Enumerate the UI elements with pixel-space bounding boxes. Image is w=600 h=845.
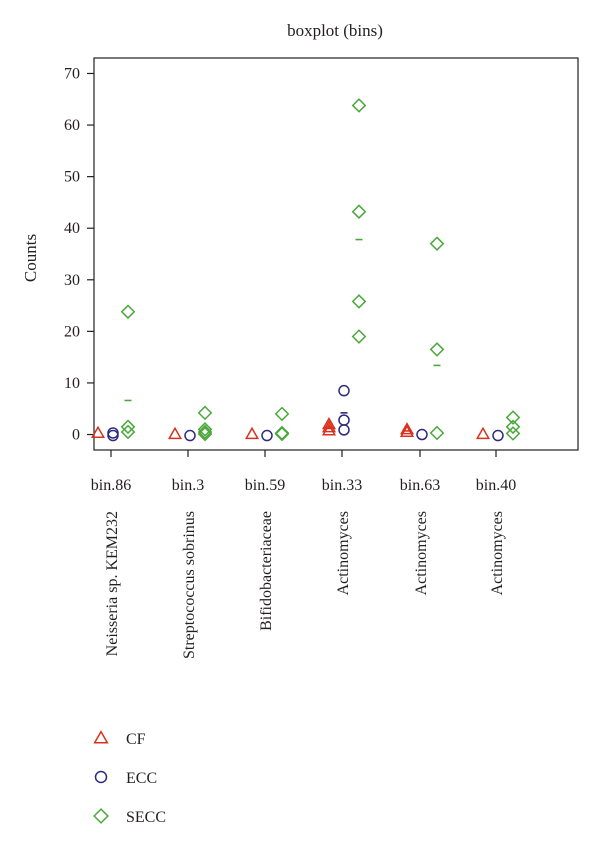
data-point	[351, 294, 367, 309]
series-ecc	[107, 384, 504, 442]
legend-symbol-ecc	[94, 770, 108, 784]
data-point	[429, 342, 445, 357]
data-point	[505, 419, 521, 435]
data-point	[505, 410, 521, 425]
data-point	[244, 426, 260, 440]
data-point	[505, 426, 521, 441]
data-point	[197, 422, 213, 437]
x-tick-label: bin.86	[91, 477, 131, 494]
data-point	[120, 419, 136, 435]
y-tick-label: 20	[64, 323, 80, 340]
taxon-label: Actinomyces	[489, 511, 506, 595]
x-axis: bin.86 Neisseria sp. KEM232 bin.3 Streptoco…	[91, 450, 516, 659]
taxon-label: Neisseria sp. KEM232	[104, 511, 121, 656]
data-point	[120, 424, 136, 440]
x-tick-label: bin.3	[172, 477, 204, 494]
data-point	[475, 426, 491, 440]
y-axis: 0 10 20 30 40 50 60 70	[64, 65, 94, 444]
taxon-label: Actinomyces	[335, 511, 352, 595]
data-point	[338, 424, 350, 436]
data-point	[90, 425, 106, 439]
data-point	[197, 405, 213, 421]
data-point	[338, 414, 350, 426]
legend-symbol-secc	[93, 808, 109, 824]
y-tick-label: 50	[64, 169, 80, 186]
data-points	[90, 98, 521, 442]
y-tick-label: 30	[64, 272, 80, 289]
data-point	[399, 422, 415, 435]
y-tick-label: 70	[64, 65, 80, 82]
data-point	[351, 98, 367, 113]
data-point	[261, 429, 273, 442]
data-point	[321, 416, 337, 430]
data-point	[321, 423, 337, 436]
data-point	[429, 425, 445, 441]
data-point	[107, 429, 119, 442]
series-secc	[120, 98, 521, 442]
data-point	[167, 426, 183, 440]
taxon-label: Streptococcus sobrinus	[181, 511, 198, 659]
x-tick-label: bin.63	[400, 477, 440, 494]
data-point	[338, 384, 350, 397]
x-tick-label: bin.59	[245, 477, 285, 494]
data-point	[416, 428, 428, 441]
plot-frame	[93, 57, 579, 451]
data-point	[274, 406, 290, 422]
y-tick-label: 40	[64, 220, 80, 237]
y-axis-label: Counts	[21, 234, 40, 282]
data-point	[120, 304, 136, 320]
legend: CF ECC SECC	[93, 730, 166, 826]
data-point	[197, 424, 213, 440]
data-point	[351, 329, 367, 344]
data-point	[492, 429, 504, 442]
data-point	[197, 426, 213, 442]
y-tick-label: 10	[64, 375, 80, 392]
chart-title: boxplot (bins)	[287, 21, 383, 40]
data-point	[184, 429, 196, 442]
legend-label-ecc: ECC	[126, 770, 157, 787]
legend-symbol-cf	[93, 730, 109, 744]
data-point	[351, 204, 367, 220]
legend-label-cf: CF	[126, 731, 146, 748]
y-tick-label: 0	[72, 427, 80, 444]
taxon-label: Bifidobacteriaceae	[258, 511, 275, 631]
x-tick-label: bin.40	[476, 477, 516, 494]
y-tick-label: 60	[64, 117, 80, 134]
data-point	[274, 426, 290, 442]
data-point	[429, 236, 445, 251]
taxon-label: Actinomyces	[413, 511, 430, 595]
legend-label-secc: SECC	[126, 809, 166, 826]
series-cf	[90, 416, 491, 440]
x-tick-label: bin.33	[322, 477, 362, 494]
